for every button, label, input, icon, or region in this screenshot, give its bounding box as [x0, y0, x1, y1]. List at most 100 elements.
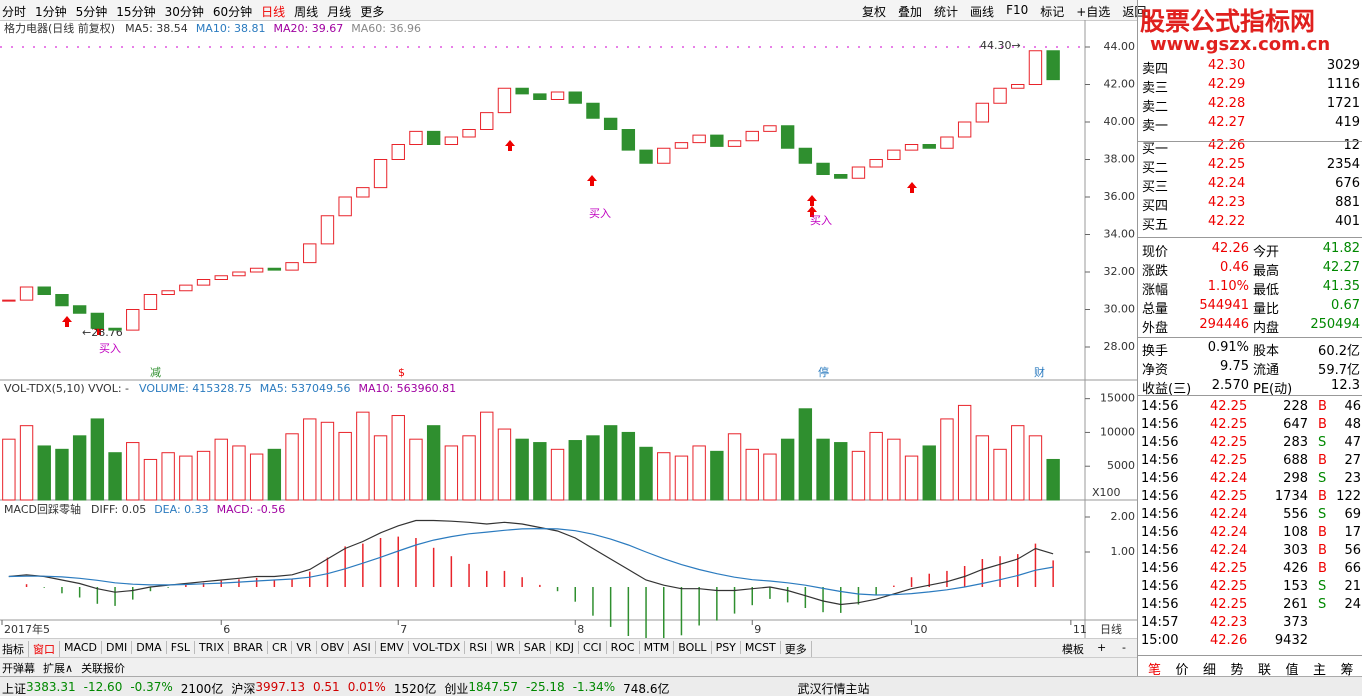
indicator-tab[interactable]: EMV — [380, 641, 409, 654]
panel-tab[interactable]: 联 — [1258, 663, 1272, 678]
cell: 量比 — [1253, 302, 1280, 317]
period-tab[interactable]: 分时 — [2, 5, 27, 19]
tab-control[interactable]: - — [1122, 641, 1126, 654]
period-tab[interactable]: 1分钟 — [35, 5, 67, 19]
panel-tab[interactable]: 细 — [1203, 663, 1217, 678]
period-tab[interactable]: 5分钟 — [75, 5, 108, 19]
indicator-tab[interactable]: KDJ — [555, 641, 579, 654]
candle — [692, 134, 706, 144]
x-tick-label: 10 — [914, 623, 928, 636]
tool-button[interactable]: 标记 — [1040, 5, 1065, 19]
legend-entry: DIFF: 0.05 — [91, 503, 146, 516]
legend-entry: MA5: 537049.56 — [260, 382, 351, 395]
status-item: 2100亿 — [180, 682, 224, 696]
indicator-tab[interactable]: WR — [496, 641, 520, 654]
candle — [639, 149, 653, 164]
cell: 688 — [1283, 453, 1308, 468]
indicator-tab[interactable]: MTM — [644, 641, 675, 654]
cell: 最低 — [1253, 283, 1280, 298]
tool-button[interactable]: 叠加 — [898, 5, 923, 19]
period-tab[interactable]: 15分钟 — [116, 5, 156, 19]
candle — [179, 284, 193, 292]
panel-tab[interactable]: 势 — [1230, 663, 1244, 678]
indicator-tab[interactable]: 更多 — [785, 641, 812, 657]
candle — [674, 142, 689, 149]
candle — [19, 286, 34, 301]
indicator-tab[interactable]: FSL — [171, 641, 195, 654]
panel-tab[interactable]: 价 — [1175, 663, 1189, 678]
cell: 42.22 — [1208, 214, 1246, 229]
cell: PE(动) — [1253, 382, 1293, 397]
volume-bar — [90, 418, 105, 501]
period-tab[interactable]: 更多 — [360, 5, 385, 19]
tool-button[interactable]: 复权 — [862, 5, 887, 19]
period-tab[interactable]: 日线 — [261, 5, 286, 19]
tool-button[interactable]: +自选 — [1076, 5, 1111, 19]
indicator-tab[interactable]: MCST — [745, 641, 781, 654]
candle — [426, 130, 441, 145]
button[interactable]: 开弹幕 — [2, 662, 35, 675]
panel-tab[interactable]: 筹 — [1340, 663, 1354, 678]
indicator-tab[interactable]: SAR — [524, 641, 552, 654]
indicator-tab[interactable]: DMI — [106, 641, 133, 654]
indicator-tab[interactable]: MACD — [64, 641, 102, 654]
tab-control[interactable]: + — [1097, 641, 1107, 654]
indicator-tab[interactable]: DMA — [136, 641, 167, 654]
period-tab[interactable]: 周线 — [294, 5, 319, 19]
indicator-tab[interactable]: VR — [296, 641, 317, 654]
cell: 42.25 — [1210, 417, 1248, 432]
tool-button[interactable]: 画线 — [970, 5, 995, 19]
volume-bar — [391, 415, 405, 501]
button[interactable]: 关联报价 — [81, 662, 126, 675]
indicator-tab[interactable]: 窗口 — [33, 641, 60, 657]
cell: 14:56 — [1141, 471, 1179, 486]
panel-tab[interactable]: 主 — [1313, 663, 1327, 678]
cell: 股本 — [1253, 344, 1280, 359]
cell: 42.23 — [1210, 615, 1248, 630]
candle — [603, 117, 618, 130]
indicator-tab[interactable]: CCI — [583, 641, 607, 654]
period-tab[interactable]: 60分钟 — [212, 5, 253, 19]
status-item: 1847.57 — [468, 680, 518, 694]
indicator-tab[interactable]: BOLL — [678, 641, 712, 654]
panel-tab[interactable]: 笔 — [1148, 663, 1162, 678]
tab-control[interactable]: 模板 — [1062, 643, 1084, 656]
volume-bar — [409, 438, 423, 501]
cell: 外盘 — [1142, 321, 1169, 336]
button[interactable]: 扩展∧ — [43, 662, 74, 675]
volume-bar — [586, 435, 600, 501]
volume-bar — [692, 445, 706, 501]
candle — [904, 144, 919, 151]
tool-button[interactable]: F10 — [1006, 3, 1029, 17]
indicator-tab[interactable]: CR — [272, 641, 293, 654]
candle — [338, 196, 352, 217]
cell: 42.24 — [1210, 471, 1248, 486]
candle — [957, 121, 972, 138]
indicator-tab[interactable]: RSI — [469, 641, 493, 654]
indicator-tab[interactable]: ASI — [353, 641, 376, 654]
tool-button[interactable]: 返回 — [1122, 5, 1147, 19]
annotation: 买入 — [810, 214, 832, 227]
indicator-tab[interactable]: TRIX — [199, 641, 230, 654]
candle — [303, 243, 317, 264]
y-tick-label: 38.00 — [1104, 153, 1136, 166]
volume-bar — [232, 445, 246, 501]
indicator-tab[interactable]: PSY — [716, 641, 741, 654]
cell: 净资 — [1142, 363, 1169, 378]
candle — [763, 125, 777, 132]
cell: S — [1318, 597, 1327, 612]
indicator-tab[interactable]: VOL-TDX — [413, 641, 466, 654]
y-tick-label: 15000 — [1100, 392, 1135, 405]
indicator-tab[interactable]: 指标 — [2, 641, 29, 657]
indicator-tab[interactable]: OBV — [321, 641, 349, 654]
period-tab[interactable]: 月线 — [327, 5, 352, 19]
y-tick-label: 5000 — [1107, 459, 1135, 472]
x-unit: 日线 — [1100, 622, 1122, 636]
period-tab[interactable]: 30分钟 — [164, 5, 204, 19]
indicator-tab[interactable]: BRAR — [233, 641, 269, 654]
tool-button[interactable]: 统计 — [934, 5, 959, 19]
indicator-tab[interactable]: ROC — [611, 641, 640, 654]
panel-tab[interactable]: 值 — [1285, 663, 1299, 678]
separator — [1138, 655, 1362, 656]
legend-entry: MA5: 38.54 — [125, 22, 188, 35]
